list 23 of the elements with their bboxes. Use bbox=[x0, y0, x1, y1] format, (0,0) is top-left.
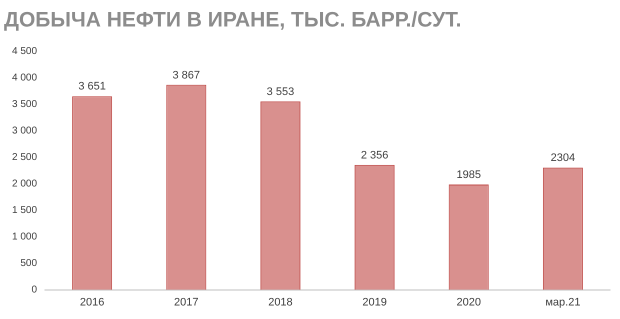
y-tick-label: 2 500 bbox=[12, 152, 38, 163]
x-tick-label: 2019 bbox=[362, 296, 387, 308]
y-tick-label: 3 000 bbox=[12, 125, 38, 136]
data-label: 3 553 bbox=[266, 86, 294, 98]
x-tick-label: 2018 bbox=[268, 296, 293, 308]
x-tick-label: 2020 bbox=[456, 296, 481, 308]
data-label: 2 356 bbox=[360, 149, 388, 162]
y-tick-label: 2 000 bbox=[12, 178, 38, 190]
x-tick-label: мар.21 bbox=[545, 296, 580, 308]
y-tick-label: 4 500 bbox=[12, 46, 38, 57]
y-tick-label: 0 bbox=[31, 284, 38, 296]
x-tick-label: 2016 bbox=[80, 296, 104, 308]
y-tick-label: 4 000 bbox=[12, 72, 38, 84]
x-tick-label: 2017 bbox=[174, 296, 199, 308]
y-tick-label: 1 000 bbox=[12, 232, 38, 243]
y-tick-label: 500 bbox=[20, 258, 38, 270]
y-tick-label: 3 500 bbox=[12, 98, 38, 110]
data-label: 1985 bbox=[456, 169, 481, 182]
data-label: 3 651 bbox=[78, 80, 106, 93]
data-label: 2304 bbox=[550, 152, 576, 164]
y-tick-label: 1 500 bbox=[12, 205, 38, 216]
chart-title: ДОБЫЧА НЕФТИ В ИРАНЕ, ТЫС. БАРР./СУТ. bbox=[4, 8, 462, 32]
data-label: 3 867 bbox=[172, 69, 200, 82]
